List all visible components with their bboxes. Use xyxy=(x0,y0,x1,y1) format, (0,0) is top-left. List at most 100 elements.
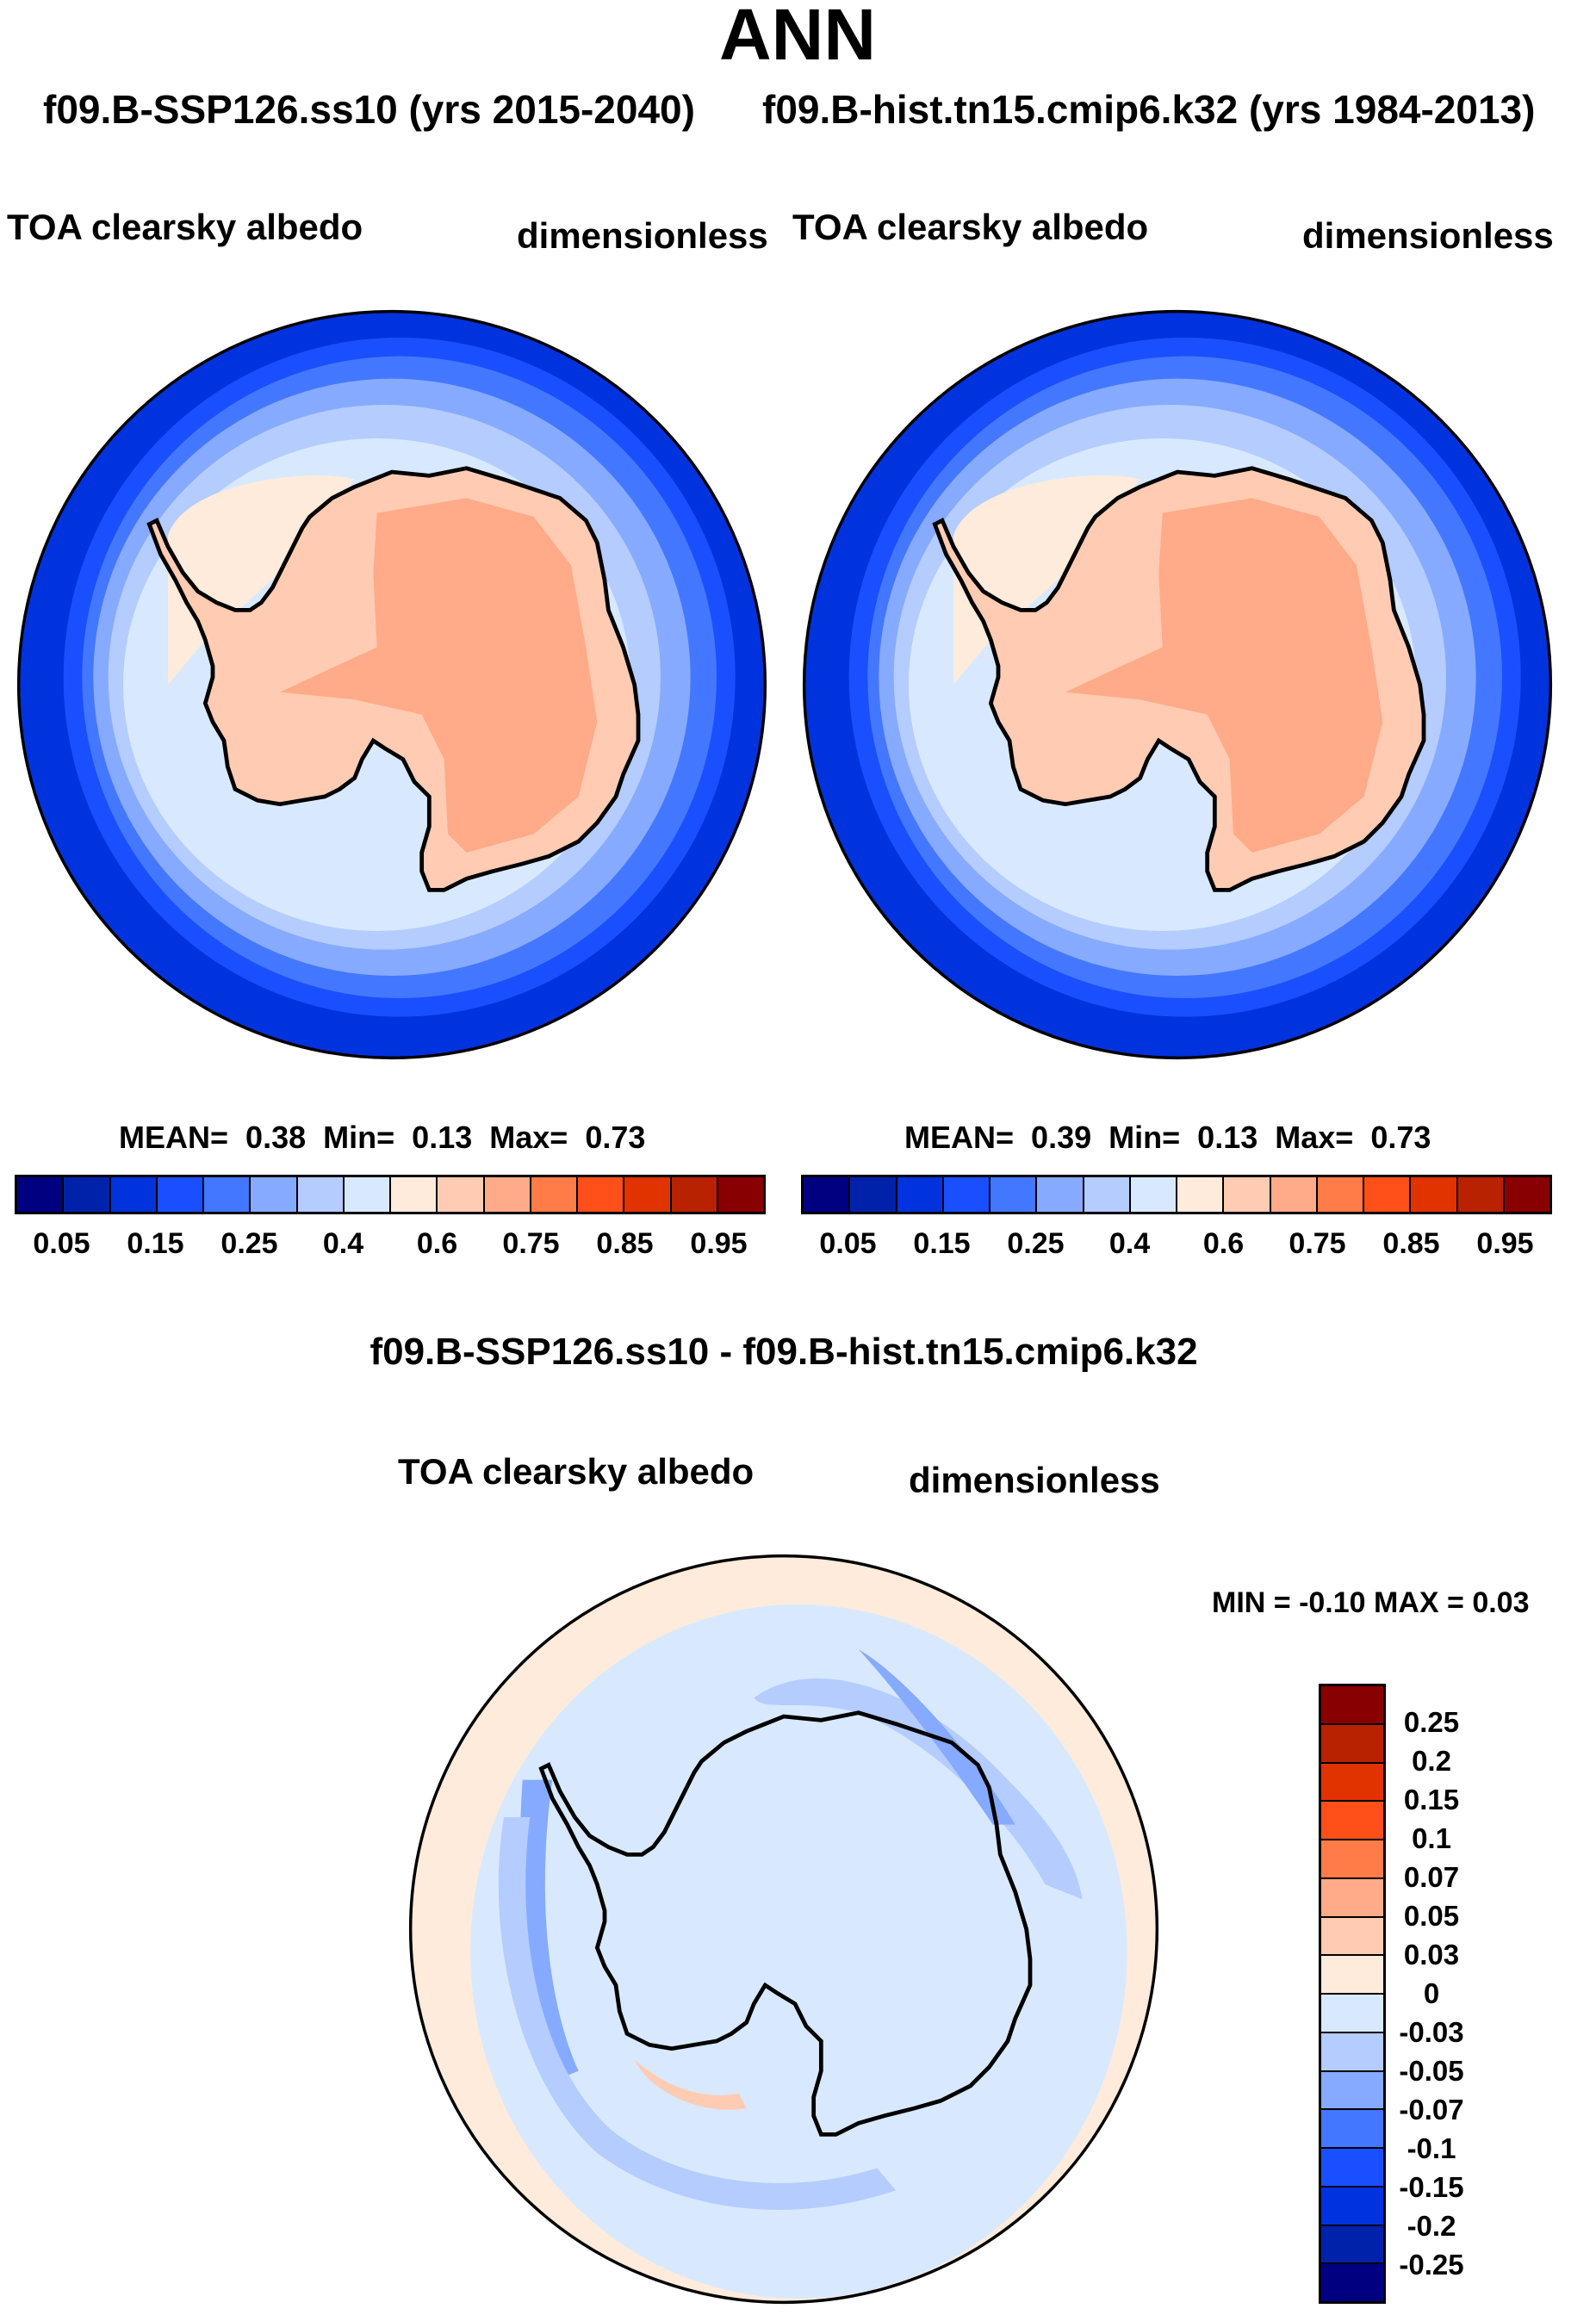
colorbar-tick-label: 0.6 xyxy=(416,1227,458,1260)
colorbar-tick-label: 0.15 xyxy=(127,1227,184,1260)
colorbar-box xyxy=(438,1177,485,1212)
colorbar-tick-label: 0.85 xyxy=(1382,1227,1440,1260)
colorbar-tick-label: 0.05 xyxy=(819,1227,877,1260)
colorbar-box xyxy=(204,1177,252,1212)
colorbar-tick-label: 0.95 xyxy=(690,1227,748,1260)
max-label: Max= xyxy=(489,1120,568,1155)
colorbar-tick-label: 0.4 xyxy=(322,1227,364,1260)
colorbar-tick-label: 0.25 xyxy=(1007,1227,1065,1260)
colorbar-tick-label: -0.07 xyxy=(1399,2094,1464,2126)
colorbar-box xyxy=(624,1177,672,1212)
colorbar-box xyxy=(991,1177,1038,1212)
diff-minmax: MIN = -0.10 MAX = 0.03 xyxy=(1212,1586,1530,1619)
colorbar-tick-label: -0.1 xyxy=(1407,2132,1456,2164)
colorbar-box xyxy=(297,1177,345,1212)
colorbar-box xyxy=(1177,1177,1225,1212)
right-stats: MEAN= 0.39 Min= 0.13 Max= 0.73 xyxy=(904,1120,1431,1156)
colorbar-box xyxy=(251,1177,298,1212)
colorbar-tick-label: 0.25 xyxy=(220,1227,278,1260)
colorbar-box xyxy=(1504,1177,1549,1212)
colorbar-box xyxy=(1317,1177,1364,1212)
colorbar-box xyxy=(1321,2264,1383,2301)
diff-variable-label: TOA clearsky albedo xyxy=(398,1451,755,1492)
colorbar-tick-label: 0.15 xyxy=(1403,1784,1460,1815)
colorbar-tick-label: -0.25 xyxy=(1399,2249,1464,2281)
colorbar-tick-label: 0.03 xyxy=(1403,1939,1460,1970)
colorbar-box xyxy=(578,1177,625,1212)
colorbar-tick-label: 0.05 xyxy=(1403,1900,1460,1932)
left-units-label: dimensionless xyxy=(517,215,768,256)
max-value: 0.73 xyxy=(585,1120,646,1155)
colorbar-box xyxy=(1224,1177,1271,1212)
diff-units-label: dimensionless xyxy=(909,1460,1160,1500)
colorbar-box xyxy=(157,1177,204,1212)
colorbar-box xyxy=(344,1177,391,1212)
colorbar-box xyxy=(1270,1177,1318,1212)
colorbar-box xyxy=(1321,2032,1383,2072)
diff-polar-map xyxy=(408,1554,1159,2305)
left-polar-map xyxy=(0,293,784,1077)
left-colorbar xyxy=(15,1175,766,1214)
colorbar-box xyxy=(897,1177,944,1212)
page-title: ANN xyxy=(719,0,876,75)
colorbar-box xyxy=(1411,1177,1458,1212)
colorbar-tick-label: 0.85 xyxy=(596,1227,654,1260)
colorbar-box xyxy=(391,1177,438,1212)
max-label: Max= xyxy=(1275,1120,1354,1155)
right-units-label: dimensionless xyxy=(1302,215,1554,256)
colorbar-box xyxy=(671,1177,718,1212)
colorbar-box xyxy=(804,1177,851,1212)
colorbar-box xyxy=(717,1177,763,1212)
colorbar-tick-label: 0.6 xyxy=(1202,1227,1245,1260)
min-label: Min= xyxy=(323,1120,395,1155)
colorbar-box xyxy=(1321,2225,1383,2265)
diff-colorbar xyxy=(1319,1684,1386,2304)
colorbar-box xyxy=(484,1177,531,1212)
colorbar-tick-label: 0.75 xyxy=(1289,1227,1346,1260)
colorbar-tick-label: 0.4 xyxy=(1109,1227,1151,1260)
mean-label: MEAN= xyxy=(904,1120,1015,1155)
right-variable-label: TOA clearsky albedo xyxy=(792,207,1149,247)
right-colorbar xyxy=(801,1175,1552,1214)
min-value: 0.13 xyxy=(412,1120,473,1155)
colorbar-box xyxy=(1321,2149,1383,2188)
colorbar-box xyxy=(1321,2110,1383,2149)
right-polar-map xyxy=(786,293,1569,1077)
colorbar-box xyxy=(531,1177,578,1212)
min-label: Min= xyxy=(1109,1120,1181,1155)
colorbar-box xyxy=(1457,1177,1505,1212)
colorbar-tick-label: 0.95 xyxy=(1476,1227,1534,1260)
colorbar-box xyxy=(1321,2187,1383,2226)
colorbar-tick-label: -0.03 xyxy=(1399,2016,1464,2048)
colorbar-box xyxy=(17,1177,65,1212)
mean-value: 0.38 xyxy=(245,1120,307,1155)
colorbar-tick-label: -0.15 xyxy=(1399,2171,1464,2203)
colorbar-box xyxy=(1321,1763,1383,1803)
diff-title: f09.B-SSP126.ss10 - f09.B-hist.tn15.cmip… xyxy=(370,1331,1198,1373)
colorbar-box xyxy=(64,1177,111,1212)
colorbar-box xyxy=(1364,1177,1412,1212)
colorbar-box xyxy=(1130,1177,1177,1212)
min-value: 0.13 xyxy=(1197,1120,1258,1155)
colorbar-box xyxy=(1321,1686,1383,1725)
colorbar-tick-label: 0 xyxy=(1423,1977,1440,2009)
max-value: 0.73 xyxy=(1370,1120,1431,1155)
colorbar-tick-label: -0.05 xyxy=(1399,2055,1464,2087)
colorbar-tick-label: 0.2 xyxy=(1412,1745,1451,1777)
colorbar-box xyxy=(1321,1840,1383,1879)
colorbar-box xyxy=(110,1177,158,1212)
colorbar-tick-label: 0.15 xyxy=(913,1227,971,1260)
colorbar-tick-label: 0.75 xyxy=(502,1227,560,1260)
colorbar-box xyxy=(1321,1956,1383,1995)
colorbar-box xyxy=(1037,1177,1084,1212)
colorbar-tick-label: 0.1 xyxy=(1412,1822,1451,1854)
left-case-title: f09.B-SSP126.ss10 (yrs 2015-2040) xyxy=(43,87,695,132)
colorbar-tick-label: -0.2 xyxy=(1407,2210,1456,2242)
colorbar-box xyxy=(1321,1878,1383,1918)
colorbar-box xyxy=(1321,1995,1383,2033)
right-case-title: f09.B-hist.tn15.cmip6.k32 (yrs 1984-2013… xyxy=(762,87,1536,132)
colorbar-box xyxy=(1321,1802,1383,1840)
colorbar-box xyxy=(850,1177,897,1212)
left-variable-label: TOA clearsky albedo xyxy=(7,207,363,247)
colorbar-box xyxy=(1321,2071,1383,2111)
